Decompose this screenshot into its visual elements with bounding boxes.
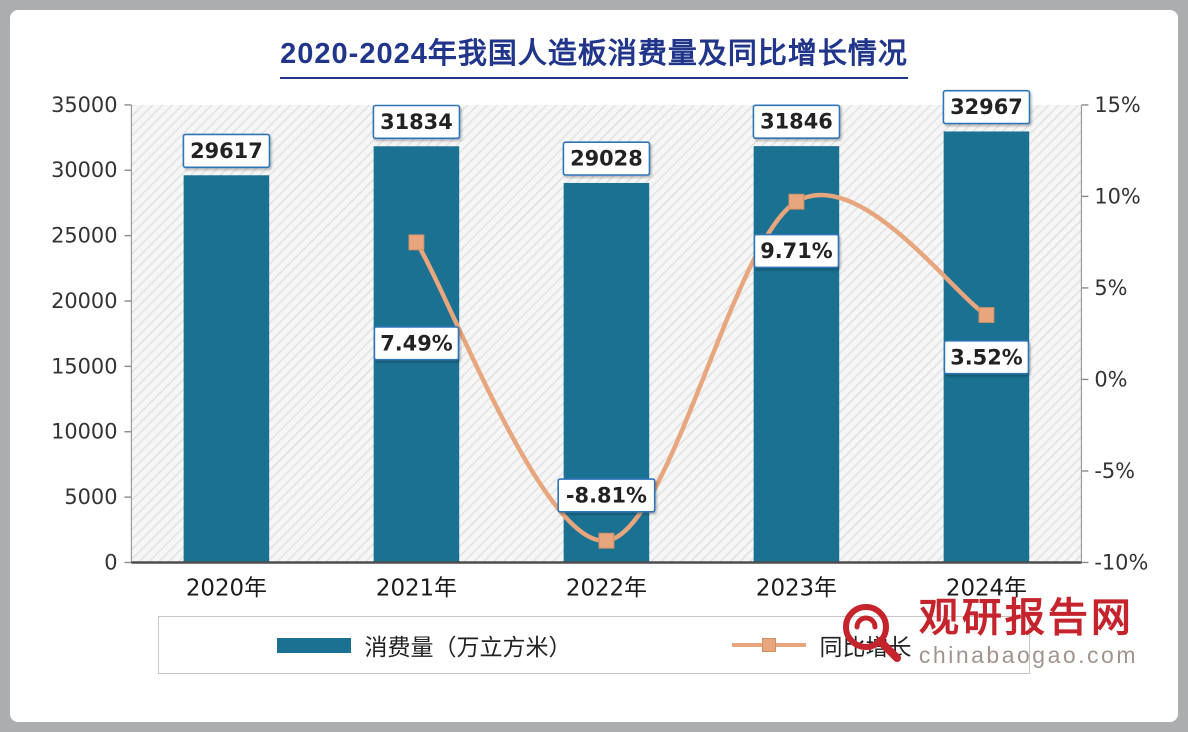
left-axis-label: 35000 bbox=[51, 93, 117, 117]
chart-card: 2020-2024年我国人造板消费量及同比增长情况 35000 30000 2500… bbox=[10, 10, 1178, 722]
line-marker bbox=[978, 307, 995, 323]
chart-title-row: 2020-2024年我国人造板消费量及同比增长情况 bbox=[22, 30, 1166, 79]
line-marker bbox=[788, 193, 805, 210]
growth-value-label: -8.81% bbox=[566, 483, 647, 507]
right-axis-label: -5% bbox=[1094, 459, 1135, 483]
watermark: 观研报告网 chinabaogao.com bbox=[835, 596, 1138, 670]
bar-value-label: 32967 bbox=[950, 95, 1023, 119]
bar-value-label: 29028 bbox=[570, 147, 643, 171]
bar-value-box bbox=[562, 141, 651, 176]
line-marker bbox=[598, 532, 615, 549]
bar-value-box bbox=[752, 104, 841, 139]
growth-value-box bbox=[753, 233, 840, 269]
left-axis-label: 0 bbox=[104, 550, 117, 574]
left-axis-label: 15000 bbox=[51, 354, 117, 378]
watermark-text: 观研报告网 chinabaogao.com bbox=[919, 597, 1138, 669]
right-axis-label: 5% bbox=[1094, 276, 1127, 300]
bar-series-swatch bbox=[276, 637, 351, 653]
chart-title: 2020-2024年我国人造板消费量及同比增长情况 bbox=[280, 30, 908, 79]
line-swatch-marker bbox=[761, 638, 776, 653]
right-axis-label: 15% bbox=[1094, 93, 1140, 117]
watermark-domain: chinabaogao.com bbox=[918, 642, 1138, 668]
left-axis-label: 20000 bbox=[51, 289, 117, 313]
x-axis-label: 2020年 bbox=[186, 575, 267, 601]
x-axis-label: 2023年 bbox=[756, 575, 837, 601]
line-marker bbox=[408, 234, 425, 251]
bar-value-label: 29617 bbox=[190, 139, 263, 163]
left-axis-label: 10000 bbox=[51, 420, 117, 444]
growth-value-box bbox=[557, 478, 656, 513]
legend-item-consumption: 消费量（万立方米） bbox=[276, 628, 572, 662]
growth-value-box bbox=[373, 326, 460, 361]
growth-value-label: 3.52% bbox=[950, 345, 1023, 369]
right-axis-label: -10% bbox=[1094, 550, 1148, 574]
x-axis-label: 2022年 bbox=[566, 575, 647, 601]
growth-value-label: 7.49% bbox=[380, 331, 453, 355]
growth-value-label: 9.71% bbox=[760, 239, 833, 263]
watermark-logo-icon bbox=[842, 604, 901, 662]
right-axis-label: 0% bbox=[1094, 367, 1127, 391]
line-series-swatch bbox=[731, 637, 806, 653]
chart-canvas: 35000 30000 25000 20000 15000 10000 5000 0 15% 10… bbox=[51, 89, 1148, 601]
x-axis-label: 2024年 bbox=[946, 575, 1027, 601]
x-axis-label: 2021年 bbox=[376, 575, 457, 601]
watermark-name: 观研报告网 bbox=[918, 596, 1134, 640]
bar-value-box bbox=[372, 104, 461, 140]
growth-line bbox=[414, 192, 989, 543]
bar-value-label: 31834 bbox=[380, 110, 453, 134]
growth-value-box bbox=[943, 340, 1030, 375]
bar-value-box bbox=[942, 89, 1031, 125]
right-axis-label: 10% bbox=[1094, 184, 1140, 208]
bar-value-label: 31846 bbox=[760, 110, 833, 134]
left-axis-label: 30000 bbox=[51, 158, 117, 182]
bar bbox=[183, 175, 270, 563]
bar bbox=[753, 146, 840, 563]
left-axis-label: 25000 bbox=[51, 224, 117, 248]
left-axis-label: 5000 bbox=[64, 485, 117, 509]
legend-label-consumption: 消费量（万立方米） bbox=[364, 634, 572, 661]
bar-value-box bbox=[182, 133, 271, 169]
